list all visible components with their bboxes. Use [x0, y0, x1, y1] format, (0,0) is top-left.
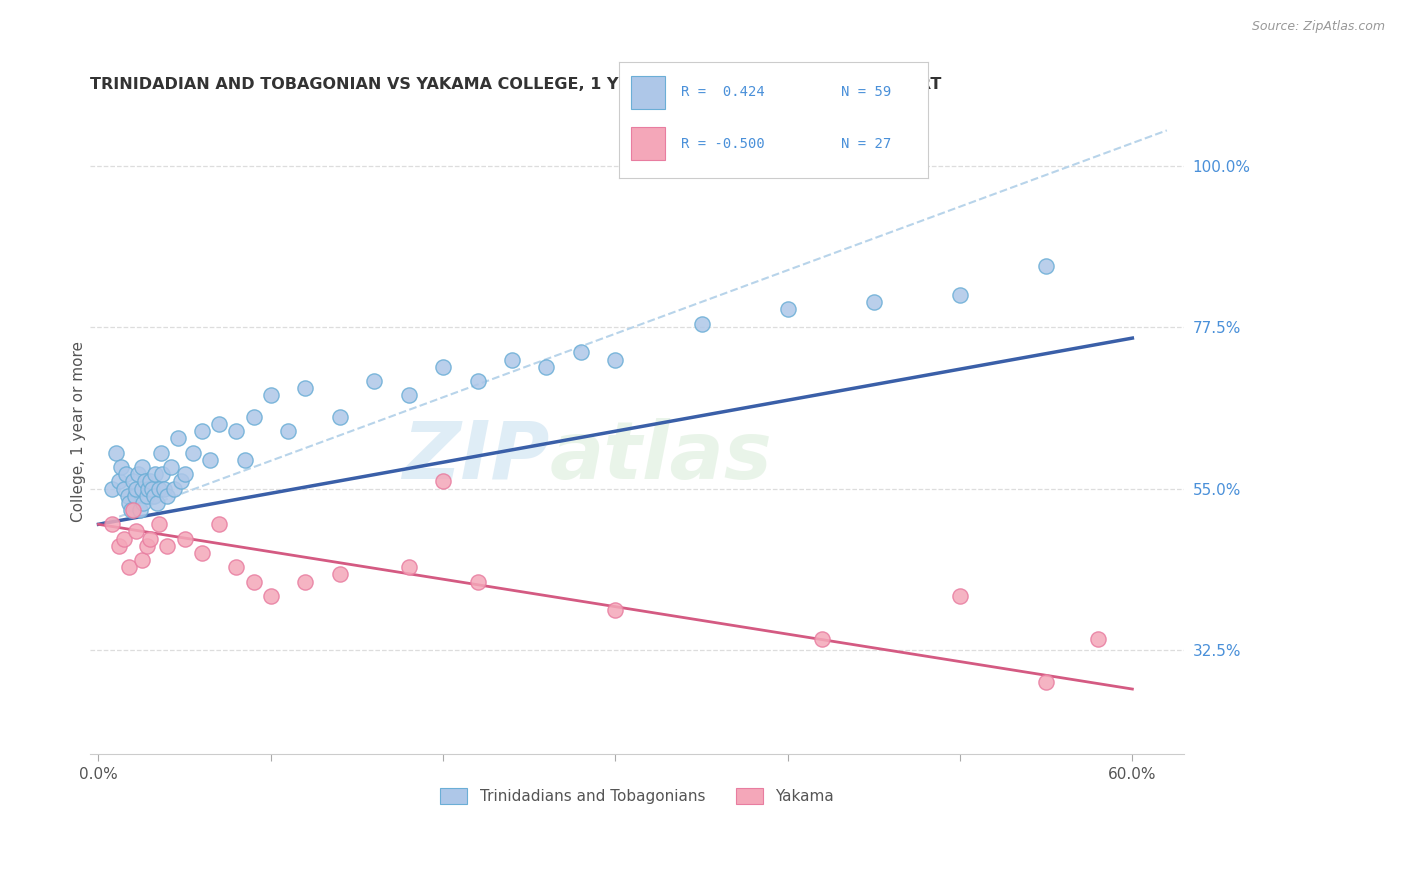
Point	[260, 589, 283, 603]
Point	[398, 560, 420, 574]
Point	[776, 302, 799, 317]
Point	[125, 524, 148, 539]
Point	[148, 517, 170, 532]
Point	[118, 560, 141, 574]
Point	[1035, 260, 1057, 274]
Point	[156, 539, 179, 553]
Point	[138, 482, 160, 496]
Point	[170, 475, 193, 489]
Point	[536, 359, 558, 374]
Point	[153, 482, 176, 496]
Point	[149, 445, 172, 459]
Point	[110, 460, 132, 475]
Point	[127, 467, 149, 482]
Point	[569, 345, 592, 359]
Point	[139, 475, 162, 489]
Point	[108, 475, 131, 489]
Point	[112, 532, 135, 546]
Point	[432, 475, 454, 489]
Point	[605, 603, 627, 617]
Point	[1035, 674, 1057, 689]
Point	[225, 424, 247, 438]
Point	[160, 460, 183, 475]
Text: R = -0.500: R = -0.500	[681, 136, 765, 151]
Point	[134, 475, 156, 489]
Point	[225, 560, 247, 574]
Point	[108, 539, 131, 553]
Point	[120, 503, 142, 517]
Point	[146, 496, 169, 510]
Point	[112, 482, 135, 496]
Point	[135, 539, 157, 553]
Point	[101, 482, 124, 496]
Point	[277, 424, 299, 438]
Text: N = 27: N = 27	[841, 136, 891, 151]
Point	[191, 546, 214, 560]
Point	[208, 417, 231, 431]
Text: atlas: atlas	[550, 418, 772, 496]
Point	[208, 517, 231, 532]
Point	[191, 424, 214, 438]
Point	[156, 489, 179, 503]
Point	[117, 489, 139, 503]
Point	[242, 409, 264, 424]
Point	[132, 496, 155, 510]
Point	[118, 496, 141, 510]
Point	[949, 589, 972, 603]
Point	[1087, 632, 1109, 646]
Y-axis label: College, 1 year or more: College, 1 year or more	[72, 341, 86, 522]
Point	[260, 388, 283, 402]
Point	[181, 445, 204, 459]
Point	[139, 532, 162, 546]
Point	[125, 482, 148, 496]
Point	[104, 445, 127, 459]
Point	[329, 567, 352, 582]
Point	[131, 553, 153, 567]
Point	[124, 489, 146, 503]
Point	[128, 503, 150, 517]
Point	[122, 475, 145, 489]
Point	[131, 482, 153, 496]
Point	[122, 503, 145, 517]
Text: Source: ZipAtlas.com: Source: ZipAtlas.com	[1251, 20, 1385, 33]
Point	[150, 467, 173, 482]
Point	[294, 574, 316, 589]
Point	[173, 467, 195, 482]
Point	[467, 574, 489, 589]
Point	[115, 467, 138, 482]
Point	[949, 288, 972, 302]
Point	[432, 359, 454, 374]
Point	[101, 517, 124, 532]
Point	[363, 374, 385, 388]
Point	[200, 453, 222, 467]
Point	[131, 460, 153, 475]
Point	[163, 482, 186, 496]
FancyBboxPatch shape	[631, 128, 665, 160]
Point	[294, 381, 316, 395]
Point	[141, 482, 163, 496]
Point	[605, 352, 627, 367]
Point	[242, 574, 264, 589]
Point	[142, 489, 165, 503]
Point	[143, 467, 166, 482]
Text: TRINIDADIAN AND TOBAGONIAN VS YAKAMA COLLEGE, 1 YEAR OR MORE CORRELATION CHART: TRINIDADIAN AND TOBAGONIAN VS YAKAMA COL…	[90, 78, 941, 93]
Legend: Trinidadians and Tobagonians, Yakama: Trinidadians and Tobagonians, Yakama	[433, 781, 841, 810]
Point	[233, 453, 256, 467]
Point	[135, 489, 157, 503]
Point	[173, 532, 195, 546]
Text: N = 59: N = 59	[841, 85, 891, 99]
Text: ZIP: ZIP	[402, 418, 550, 496]
Point	[329, 409, 352, 424]
Point	[166, 431, 188, 445]
Point	[690, 317, 713, 331]
Point	[148, 482, 170, 496]
Point	[398, 388, 420, 402]
Point	[467, 374, 489, 388]
Point	[811, 632, 834, 646]
FancyBboxPatch shape	[631, 77, 665, 109]
Point	[863, 295, 886, 310]
Text: R =  0.424: R = 0.424	[681, 85, 765, 99]
Point	[501, 352, 523, 367]
